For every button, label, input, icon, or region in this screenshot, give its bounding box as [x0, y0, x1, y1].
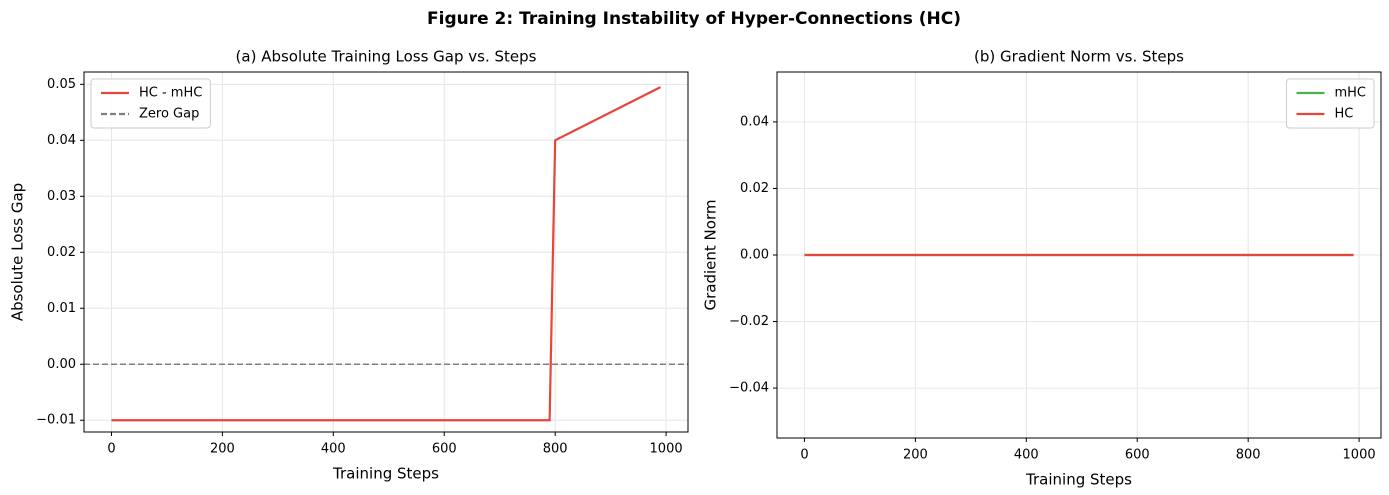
y-tick-label: 0.04 [740, 114, 769, 129]
legend-frame [1285, 78, 1375, 129]
subplot-title: (b) Gradient Norm vs. Steps [974, 48, 1184, 66]
x-tick-label: 600 [432, 442, 457, 457]
x-axis-label: Training Steps [1025, 471, 1132, 489]
x-tick-label: 800 [1236, 448, 1261, 463]
legend-label: Zero Gap [139, 107, 199, 122]
x-tick-label: 1000 [650, 442, 683, 457]
y-tick-label: 0.05 [47, 77, 76, 92]
x-tick-label: 400 [1014, 448, 1039, 463]
x-tick-label: 0 [800, 448, 808, 463]
y-tick-label: 0.02 [740, 181, 769, 196]
y-tick-label: 0.00 [47, 357, 76, 372]
y-tick-label: 0.00 [740, 248, 769, 263]
y-tick-label: 0.02 [47, 245, 76, 260]
x-tick-label: 200 [210, 442, 235, 457]
y-tick-label: −0.04 [729, 381, 769, 396]
y-axis-label: Gradient Norm [702, 200, 720, 311]
subplot-title: (a) Absolute Training Loss Gap vs. Steps [236, 48, 537, 66]
legend-label: HC - mHC [139, 86, 202, 101]
legend-label: mHC [1334, 86, 1366, 101]
x-tick-label: 800 [543, 442, 568, 457]
y-tick-label: 0.03 [47, 189, 76, 204]
x-tick-label: 400 [321, 442, 346, 457]
line [111, 86, 662, 422]
y-tick-label: 0.01 [47, 301, 76, 316]
y-tick-label: −0.01 [36, 413, 76, 428]
legend: mHC HC [1285, 78, 1375, 129]
x-axis-label: Training Steps [332, 465, 439, 483]
legend: HC - mHC Zero Gap [90, 78, 211, 129]
y-axis-label: Absolute Loss Gap [9, 183, 27, 321]
y-tick-label: −0.02 [729, 314, 769, 329]
y-tick-label: 0.04 [47, 133, 76, 148]
legend-label: HC [1334, 107, 1353, 122]
x-tick-label: 600 [1125, 448, 1150, 463]
x-tick-label: 1000 [1343, 448, 1376, 463]
figure-title: Figure 2: Training Instability of Hyper-… [427, 9, 961, 29]
x-tick-label: 200 [903, 448, 928, 463]
axes-frame [776, 71, 1382, 439]
axes-frame [83, 71, 689, 433]
x-tick-label: 0 [107, 442, 115, 457]
legend-frame [90, 78, 211, 129]
